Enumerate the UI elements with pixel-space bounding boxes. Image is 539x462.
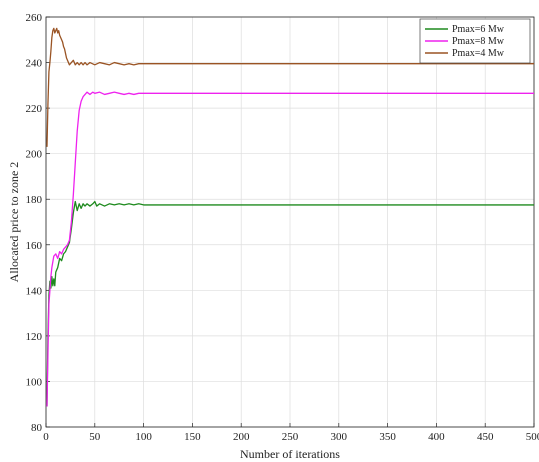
x-tick-label: 150 — [184, 431, 201, 443]
legend-label-1: Pmax=6 Mw — [452, 24, 505, 35]
x-tick-label: 350 — [379, 431, 396, 443]
y-tick-label: 200 — [26, 149, 43, 161]
y-axis-label: Allocated price to zone 2 — [7, 162, 21, 283]
x-axis-ticks: 0 50 100 150 200 250 300 350 400 450 500 — [43, 423, 539, 443]
y-tick-label: 180 — [26, 194, 43, 206]
x-tick-label: 500 — [526, 431, 539, 443]
y-tick-label: 220 — [26, 103, 43, 115]
y-tick-label: 260 — [26, 12, 43, 24]
y-tick-label: 140 — [26, 285, 43, 297]
legend: Pmax=6 Mw Pmax=8 Mw Pmax=4 Mw — [419, 18, 531, 64]
y-tick-label: 160 — [26, 240, 43, 252]
y-tick-label: 80 — [31, 422, 43, 434]
x-tick-label: 0 — [43, 431, 49, 443]
series-line-3 — [46, 27, 534, 147]
x-tick-label: 250 — [282, 431, 299, 443]
series-line-1 — [46, 200, 534, 407]
series-lines — [46, 27, 534, 407]
y-tick-label: 120 — [26, 331, 43, 343]
x-tick-label: 50 — [89, 431, 101, 443]
y-axis-ticks: 80 100 120 140 160 180 200 220 240 260 — [26, 12, 50, 434]
x-tick-label: 400 — [428, 431, 445, 443]
legend-entry-2: Pmax=8 Mw — [425, 36, 505, 47]
legend-entry-1: Pmax=6 Mw — [425, 24, 505, 35]
x-axis-label: Number of iterations — [240, 447, 340, 461]
x-tick-label: 450 — [477, 431, 494, 443]
legend-label-3: Pmax=4 Mw — [452, 48, 505, 59]
y-tick-label: 240 — [26, 58, 43, 70]
legend-entry-3: Pmax=4 Mw — [425, 48, 505, 59]
y-tick-label: 100 — [26, 376, 43, 388]
gridlines — [45, 16, 535, 428]
legend-label-2: Pmax=8 Mw — [452, 36, 505, 47]
x-tick-label: 200 — [233, 431, 250, 443]
x-tick-label: 100 — [135, 431, 152, 443]
x-tick-label: 300 — [331, 431, 348, 443]
series-line-2 — [46, 91, 534, 407]
